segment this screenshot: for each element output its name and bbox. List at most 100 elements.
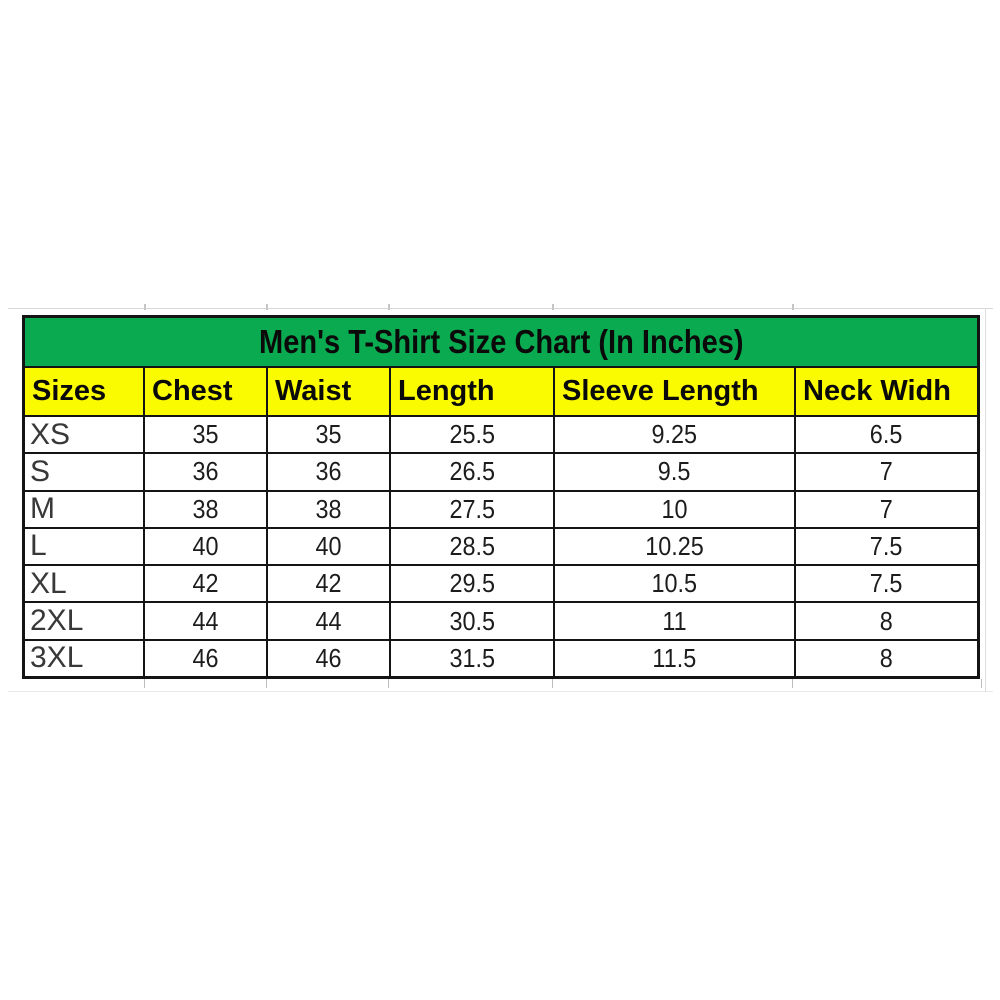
gridline-artifact	[552, 304, 554, 310]
cell-text: 7.5	[870, 530, 903, 561]
cell-text: 46	[315, 642, 342, 673]
size-label-m: M	[25, 491, 143, 527]
table-title: Men's T-Shirt Size Chart (In Inches)	[25, 318, 977, 366]
gridline-artifact	[792, 304, 794, 310]
value-cell: 8	[796, 603, 977, 639]
value-cell: 10	[555, 491, 794, 527]
column-header-chest: Chest	[145, 368, 266, 415]
cell-text: 9.25	[651, 419, 698, 450]
value-cell: 7	[796, 454, 977, 490]
size-label-l: L	[25, 528, 143, 565]
value-cell: 30.5	[391, 603, 553, 639]
value-cell: 38	[268, 491, 389, 527]
gridline-artifact	[144, 304, 146, 310]
cell-text: 7.5	[870, 568, 903, 599]
cell-text: 46	[192, 642, 219, 673]
size-chart-table: Men's T-Shirt Size Chart (In Inches) Siz…	[22, 315, 980, 679]
size-label-3xl: 3XL	[25, 640, 143, 676]
value-cell: 6.5	[796, 417, 977, 453]
gridline-artifact	[388, 679, 389, 688]
cell-text: 9.5	[658, 456, 691, 487]
cell-text: 30.5	[449, 605, 495, 636]
gridline-artifact	[144, 679, 145, 688]
cell-text: 7	[879, 456, 894, 487]
value-cell: 11.5	[555, 640, 794, 676]
size-label-xs: XS	[25, 417, 143, 453]
size-label-2xl: 2XL	[25, 603, 143, 639]
value-cell: 40	[145, 528, 266, 565]
gridline-artifact	[8, 691, 993, 692]
table-title-text: Men's T-Shirt Size Chart (In Inches)	[258, 323, 744, 360]
value-cell: 7.5	[796, 528, 977, 565]
gridline-artifact	[985, 308, 986, 692]
cell-text: 25.5	[449, 419, 495, 450]
cell-text: 38	[315, 493, 342, 524]
value-cell: 11	[555, 603, 794, 639]
cell-text: 36	[192, 456, 219, 487]
cell-text: 6.5	[870, 419, 903, 450]
cell-text: 31.5	[449, 642, 495, 673]
cell-text: 40	[315, 530, 342, 561]
column-header-neck-width: Neck Widh	[796, 368, 977, 415]
value-cell: 35	[145, 417, 266, 453]
size-label-xl: XL	[25, 566, 143, 602]
cell-text: 35	[192, 419, 219, 450]
value-cell: 25.5	[391, 417, 553, 453]
gridline-artifact	[981, 679, 982, 688]
value-cell: 29.5	[391, 566, 553, 602]
value-cell: 36	[268, 454, 389, 490]
value-cell: 42	[145, 566, 266, 602]
cell-text: 10.25	[645, 530, 704, 561]
value-cell: 7.5	[796, 566, 977, 602]
value-cell: 10.5	[555, 566, 794, 602]
cell-text: 10	[661, 493, 688, 524]
cell-text: 7	[879, 493, 894, 524]
value-cell: 46	[268, 640, 389, 676]
cell-text: 44	[192, 605, 219, 636]
value-cell: 44	[268, 603, 389, 639]
value-cell: 8	[796, 640, 977, 676]
cell-text: 44	[315, 605, 342, 636]
gridline-artifact	[552, 679, 553, 688]
cell-text: 42	[192, 568, 219, 599]
column-header-sleeve-length: Sleeve Length	[555, 368, 794, 415]
value-cell: 42	[268, 566, 389, 602]
cell-text: 8	[879, 605, 894, 636]
value-cell: 7	[796, 491, 977, 527]
cell-text: 28.5	[449, 530, 495, 561]
value-cell: 27.5	[391, 491, 553, 527]
value-cell: 10.25	[555, 528, 794, 565]
value-cell: 9.5	[555, 454, 794, 490]
value-cell: 9.25	[555, 417, 794, 453]
cell-text: 29.5	[449, 568, 495, 599]
size-label-s: S	[25, 454, 143, 490]
cell-text: 26.5	[449, 456, 495, 487]
gridline-artifact	[792, 679, 793, 688]
gridline-artifact	[266, 304, 268, 310]
value-cell: 28.5	[391, 528, 553, 565]
value-cell: 44	[145, 603, 266, 639]
cell-text: 8	[879, 642, 894, 673]
column-header-length: Length	[391, 368, 553, 415]
value-cell: 40	[268, 528, 389, 565]
cell-text: 42	[315, 568, 342, 599]
value-cell: 26.5	[391, 454, 553, 490]
value-cell: 36	[145, 454, 266, 490]
value-cell: 35	[268, 417, 389, 453]
cell-text: 40	[192, 530, 219, 561]
value-cell: 46	[145, 640, 266, 676]
cell-text: 36	[315, 456, 342, 487]
cell-text: 35	[315, 419, 342, 450]
value-cell: 31.5	[391, 640, 553, 676]
gridline-artifact	[388, 304, 390, 310]
cell-text: 10.5	[651, 568, 698, 599]
gridline-artifact	[266, 679, 267, 688]
column-header-sizes: Sizes	[25, 368, 143, 415]
cell-text: 11.5	[652, 642, 697, 673]
cell-text: 11	[662, 605, 687, 636]
value-cell: 38	[145, 491, 266, 527]
column-header-waist: Waist	[268, 368, 389, 415]
cell-text: 38	[192, 493, 219, 524]
gridline-artifact	[8, 308, 993, 309]
